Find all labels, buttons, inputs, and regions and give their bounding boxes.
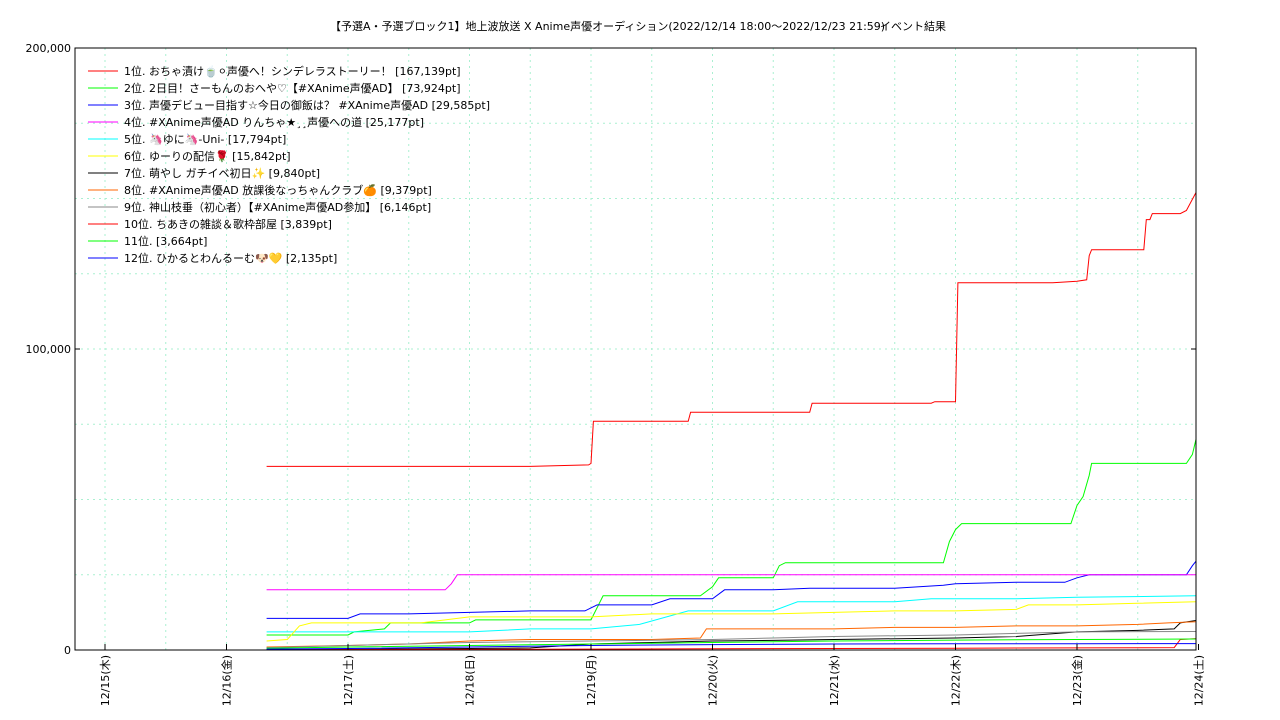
x-tick-label: 12/20(火)	[707, 655, 720, 706]
x-tick-label: 12/16(金)	[220, 655, 234, 706]
legend-entry: 9位. 神山枝垂（初心者）【#XAnime声優AD参加】 [6,146pt]	[124, 200, 431, 214]
legend-entry: 4位. #XAnime声優AD りんちゃ★¸¸声優への道 [25,177pt]	[124, 115, 424, 129]
legend-entry: 7位. 萌やし ガチイベ初日✨ [9,840pt]	[124, 166, 320, 180]
legend-entry: 3位. 声優デビュー目指す☆今日の御飯は？ #XAnime声優AD [29,58…	[124, 98, 490, 112]
x-tick-label: 12/21(水)	[828, 655, 841, 706]
x-tick-label: 12/19(月)	[585, 655, 598, 706]
axes: 0 100,000 200,000 12/15(木) 12/16(金) 12/17(土) 1…	[26, 42, 1206, 706]
legend-entry: 10位. ちあきの雑談＆歌枠部屋 [3,839pt]	[124, 217, 332, 231]
y-tick-label: 0	[64, 644, 71, 657]
legend-entry: 1位. おちゃ漬け🍵⚪声優へ！シンデレラストーリー！ [167,139pt]	[124, 64, 461, 78]
series-line	[266, 595, 1197, 633]
x-tick-label: 12/22(木)	[950, 655, 963, 706]
y-tick-label: 200,000	[26, 42, 72, 55]
x-tick-label: 12/15(木)	[99, 655, 112, 706]
series-lines	[266, 192, 1197, 651]
series-line	[266, 638, 1197, 649]
y-tick-label: 100,000	[26, 343, 72, 356]
series-line	[266, 621, 1197, 648]
x-tick-label: 12/23(金)	[1070, 655, 1084, 706]
legend-entry: 6位. ゆーりの配信🌹 [15,842pt]	[124, 149, 291, 163]
legend-entry: 12位. ひかるとわんるーむ🐶💛 [2,135pt]	[124, 251, 337, 265]
legend-entry: 11位. [3,664pt]	[124, 234, 207, 248]
legend-entry: 5位. 🦄ゆに🦄-Uni- [17,794pt]	[124, 132, 286, 146]
series-line	[266, 574, 1196, 591]
series-line	[266, 620, 1197, 650]
x-tick-label: 12/18(日)	[464, 655, 477, 706]
legend: 1位. おちゃ漬け🍵⚪声優へ！シンデレラストーリー！ [167,139pt] 2位…	[88, 64, 490, 265]
legend-entry: 8位. #XAnime声優AD 放課後なっちゃんクラブ🍊 [9,379pt]	[124, 183, 432, 197]
x-tick-label: 12/24(土)	[1193, 655, 1206, 706]
series-line	[266, 631, 1197, 649]
x-tick-label: 12/17(土)	[342, 655, 355, 706]
chart-title-suffix: イベント結果	[880, 19, 946, 33]
chart-title: 【予選A・予選ブロック1】地上波放送 X Anime声優オーディション(2022…	[330, 19, 885, 33]
series-line	[266, 601, 1197, 642]
grid	[75, 48, 1196, 650]
series-line	[266, 192, 1197, 467]
series-line	[266, 436, 1197, 636]
legend-entry: 2位. 2日目！さーもんのおへや♡【#XAnime声優AD】 [73,924pt…	[124, 81, 461, 95]
